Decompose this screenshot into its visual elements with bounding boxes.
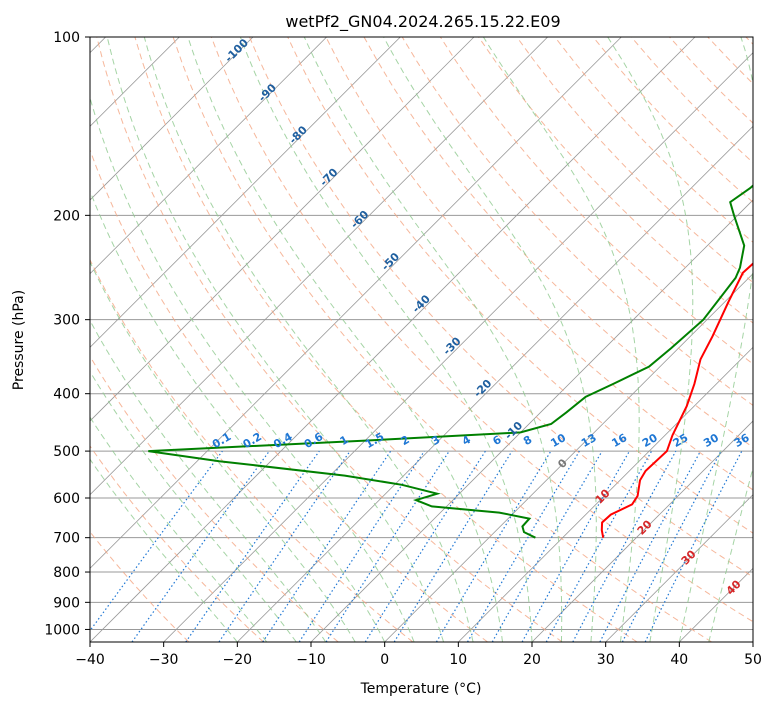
- y-tick-label: 700: [53, 531, 80, 547]
- x-axis-label: Temperature (°C): [360, 681, 482, 697]
- y-tick-label: 200: [53, 208, 80, 224]
- y-tick-label: 600: [53, 491, 80, 507]
- y-axis-label: Pressure (hPa): [11, 290, 27, 390]
- y-tick-label: 100: [53, 30, 80, 46]
- x-tick-label: 0: [380, 652, 389, 668]
- x-tick-label: −20: [223, 652, 253, 668]
- y-tick-label: 900: [53, 595, 80, 611]
- x-tick-label: 20: [523, 652, 541, 668]
- x-tick-label: 50: [744, 652, 762, 668]
- y-tick-label: 1000: [44, 622, 80, 638]
- x-tick-label: 10: [449, 652, 467, 668]
- y-tick-label: 300: [53, 313, 80, 329]
- y-tick-label: 500: [53, 444, 80, 460]
- x-tick-label: −40: [75, 652, 105, 668]
- chart-title: wetPf2_GN04.2024.265.15.22.E09: [285, 12, 560, 32]
- x-tick-label: −10: [296, 652, 326, 668]
- y-tick-label: 400: [53, 387, 80, 403]
- x-tick-label: 40: [670, 652, 688, 668]
- y-tick-label: 800: [53, 565, 80, 581]
- x-tick-label: −30: [149, 652, 179, 668]
- x-tick-label: 30: [597, 652, 615, 668]
